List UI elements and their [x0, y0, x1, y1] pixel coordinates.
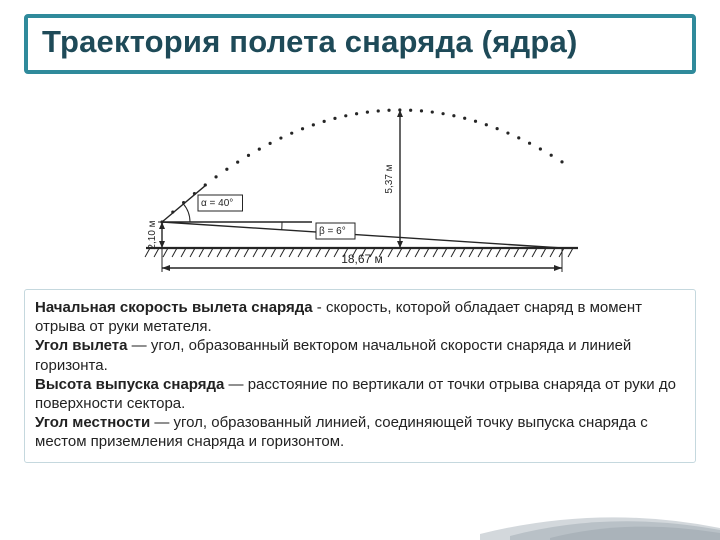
slide: Траектория полета снаряда (ядра) 2,10 м 5…	[0, 0, 720, 540]
svg-text:18,67 м: 18,67 м	[341, 252, 383, 266]
footer-swoosh-decoration	[480, 498, 720, 540]
definition-item: Высота выпуска снаряда — расстояние по в…	[35, 375, 685, 413]
definition-term: Угол вылета	[35, 337, 128, 354]
definition-term: Угол местности	[35, 414, 150, 431]
definitions-box: Начальная скорость вылета снаряда - скор…	[24, 289, 696, 463]
slide-title: Траектория полета снаряда (ядра)	[42, 24, 678, 60]
definition-term: Высота выпуска снаряда	[35, 376, 224, 393]
definition-term: Начальная скорость вылета снаряда	[35, 299, 313, 316]
trajectory-diagram-wrap: 2,10 м 5,37 м 18,67 м α = 40° β = 6°	[24, 80, 696, 285]
svg-text:2,10 м: 2,10 м	[147, 220, 158, 249]
slide-title-box: Траектория полета снаряда (ядра)	[24, 14, 696, 74]
definition-item: Начальная скорость вылета снаряда - скор…	[35, 298, 685, 336]
trajectory-diagram: 2,10 м 5,37 м 18,67 м α = 40° β = 6°	[110, 80, 610, 280]
svg-text:5,37 м: 5,37 м	[384, 164, 395, 193]
svg-text:α = 40°: α = 40°	[201, 198, 233, 209]
svg-text:β = 6°: β = 6°	[319, 226, 346, 237]
definition-item: Угол местности — угол, образованный лини…	[35, 413, 685, 451]
definition-item: Угол вылета — угол, образованный векторо…	[35, 336, 685, 374]
